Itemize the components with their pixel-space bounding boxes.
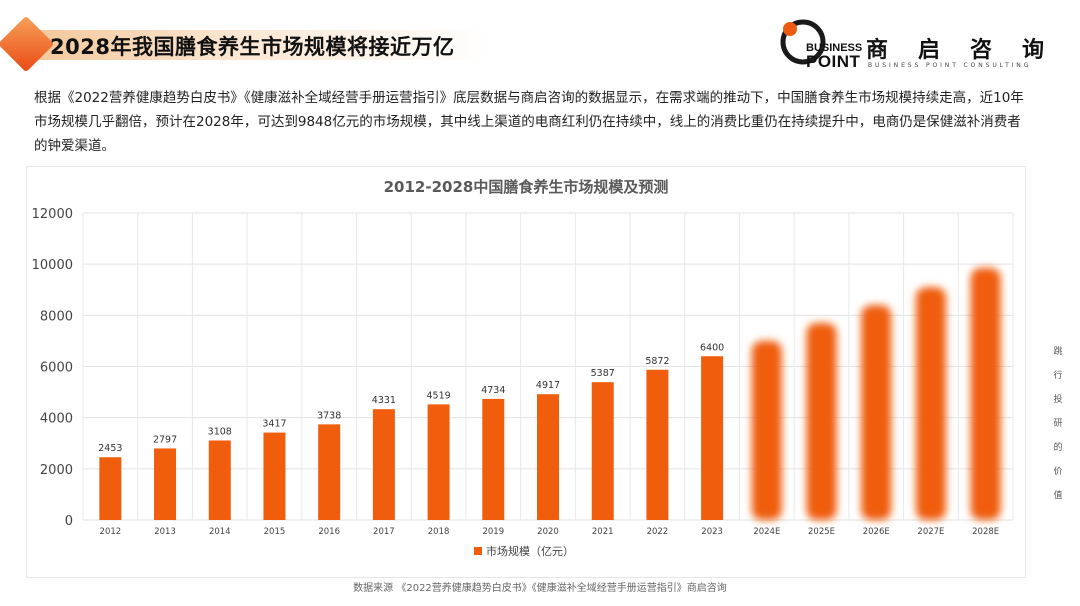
title-diamond-icon [0,15,55,73]
bar [646,369,669,520]
data-label: 5872 [645,356,669,367]
bar [318,424,341,520]
chart-container: 2453 2797 3108 3417 3738 4331 4519 4734 4917 5387… [26,166,1026,578]
data-source-note: 数据来源 《2022营养健康趋势白皮书》《健康滋补全域经营手册运营指引》商启咨询 [353,583,727,594]
logo-subtitle: BUSINESS POINT CONSULTING [868,62,1032,69]
logo-chinese-name: 商启咨询 [866,38,1075,63]
data-label: 2797 [153,434,177,445]
bar [372,409,395,520]
data-label: 3738 [317,410,341,421]
data-label: 2453 [98,443,122,454]
y-tick-label: 6000 [40,361,73,376]
bar [154,448,177,520]
bar-chart: 2453 2797 3108 3417 3738 4331 4519 4734 4917 5387… [32,178,1014,558]
bar [427,404,450,520]
title-band [26,30,486,60]
x-tick-label: 2013 [154,527,176,537]
x-tick-label: 2026E [863,527,890,537]
y-tick-label: 8000 [40,309,73,324]
x-tick-label: 2021 [592,527,614,537]
data-label: 3417 [262,419,286,430]
x-tick-label: 2014 [209,527,231,537]
page-title: 2028年我国膳食养生市场规模将接近万亿 [50,35,455,59]
x-tick-label: 2017 [373,527,395,537]
chart-title: 2012-2028中国膳食养生市场规模及预测 [384,178,669,196]
side-watermark-text: 跳行投研的价值 [1053,347,1063,501]
y-tick-label: 12000 [32,207,73,222]
data-label: 4734 [481,385,505,396]
data-label: 3108 [208,426,232,437]
bar [482,398,505,520]
data-label: 4519 [426,390,450,401]
data-label: 5387 [591,368,615,379]
data-label: 6400 [700,342,724,353]
bar-forecast [861,305,892,520]
x-tick-label: 2018 [428,527,450,537]
x-tick-label: 2019 [482,527,504,537]
legend-label: 市场规模（亿元） [486,544,574,558]
x-tick-label: 2025E [808,527,835,537]
y-tick-label: 0 [65,514,73,529]
bar-forecast [970,268,1001,520]
logo-english: BUSINESS POINT [806,42,863,71]
bar [701,356,724,520]
y-tick-label: 4000 [40,412,73,427]
data-label: 4917 [536,380,560,391]
business-point-logo-icon [780,19,826,65]
x-tick-label: 2015 [264,527,286,537]
x-tick-label: 2027E [917,527,944,537]
logo-en-line1: BUSINESS [806,42,863,54]
legend-swatch [474,547,482,555]
x-tick-label: 2023 [701,527,723,537]
bar [208,440,231,520]
x-tick-label: 2028E [972,527,999,537]
legend: 市场规模（亿元） [474,544,574,558]
bar [99,457,122,520]
bar [537,394,559,520]
x-tick-label: 2016 [318,527,340,537]
bar-forecast [915,287,946,520]
intro-paragraph: 根据《2022营养健康趋势白皮书》《健康滋补全域经营手册运营指引》底层数据与商启… [34,90,1024,154]
x-tick-label: 2024E [753,527,780,537]
y-tick-label: 2000 [40,463,73,478]
x-tick-label: 2022 [647,527,669,537]
bar-forecast [751,340,782,520]
bar [591,382,614,520]
x-tick-label: 2012 [100,527,122,537]
data-label: 4331 [372,395,396,406]
y-tick-label: 10000 [32,258,73,273]
x-tick-label: 2020 [537,527,559,537]
bar-forecast [806,323,837,520]
logo-en-line2: POINT [806,52,861,71]
bar [263,432,286,520]
